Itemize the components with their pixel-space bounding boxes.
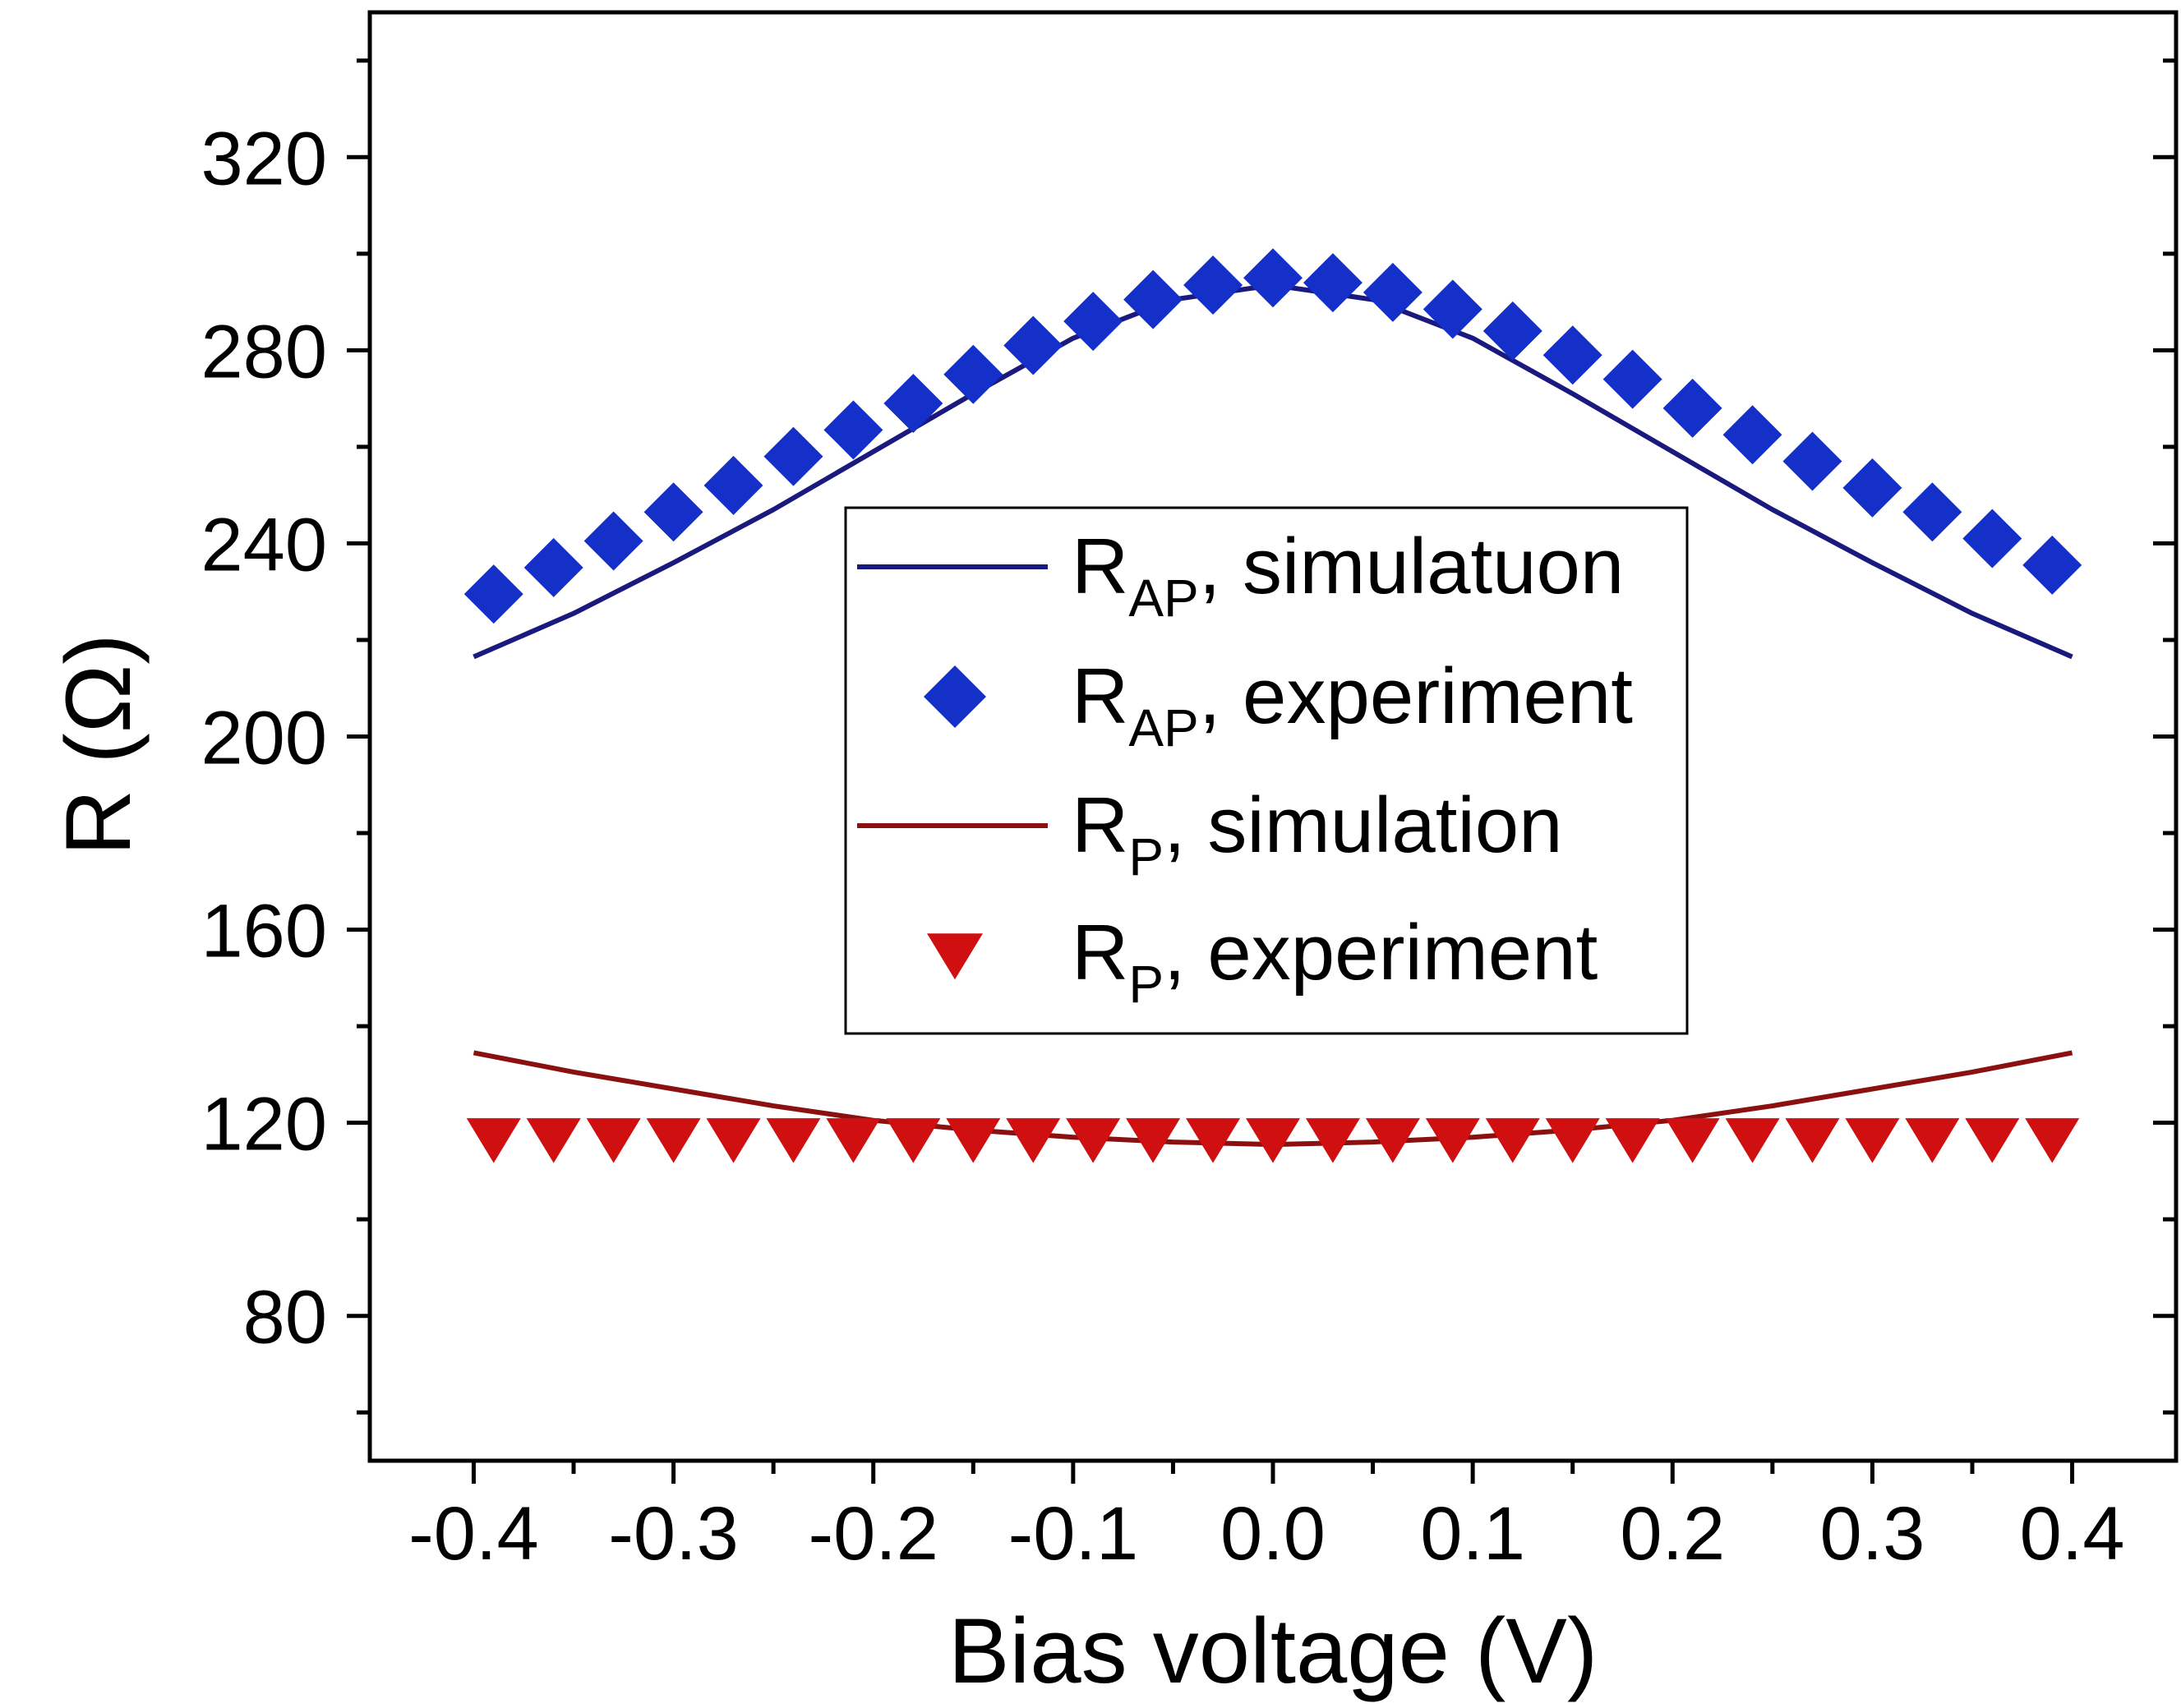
data-point	[1842, 458, 1902, 518]
data-point	[1183, 256, 1243, 315]
data-point	[646, 1118, 701, 1163]
data-point	[883, 374, 943, 434]
legend-label: RP, experiment	[1072, 909, 1598, 1014]
y-tick-label: 200	[201, 697, 328, 780]
data-point	[706, 1118, 761, 1163]
x-tick-label: -0.1	[1008, 1492, 1139, 1576]
data-point	[586, 1118, 641, 1163]
legend-marker	[927, 933, 983, 980]
x-tick-label: 0.3	[1819, 1492, 1925, 1576]
data-point	[1782, 431, 1842, 491]
data-point	[1422, 279, 1482, 339]
data-point	[1066, 1118, 1121, 1163]
data-point	[1605, 1118, 1660, 1163]
data-point	[1845, 1118, 1900, 1163]
data-point	[1425, 1118, 1480, 1163]
data-point	[943, 344, 1003, 404]
y-tick-label: 120	[201, 1083, 328, 1167]
y-axis-title: R (Ω)	[47, 633, 150, 855]
y-tick-label: 240	[201, 503, 328, 587]
plot-frame	[367, 10, 2179, 1463]
legend: RAP, simulatuon RAP, experiment RP, simula…	[844, 506, 1689, 1035]
data-point	[523, 537, 583, 597]
x-tick-label: -0.4	[408, 1492, 539, 1576]
axis-ticks	[347, 58, 2176, 1484]
data-point	[1482, 301, 1542, 361]
legend-marker	[924, 665, 986, 728]
data-point	[1365, 1118, 1420, 1163]
data-point	[766, 1118, 821, 1163]
y-tick-label: 320	[201, 117, 328, 200]
legend-label: RAP, experiment	[1072, 652, 1633, 757]
data-point	[1303, 253, 1363, 313]
data-point	[826, 1118, 881, 1163]
data-point	[1662, 378, 1722, 438]
data-point	[763, 426, 823, 486]
data-point	[643, 482, 703, 542]
data-point	[2025, 1118, 2080, 1163]
legend-label: RP, simulation	[1072, 781, 1563, 886]
x-tick-label: -0.2	[808, 1492, 938, 1576]
data-point	[1485, 1118, 1540, 1163]
data-point	[583, 511, 643, 571]
x-tick-label: 0.0	[1220, 1492, 1326, 1576]
data-point	[1186, 1118, 1241, 1163]
series-rp_exp	[466, 1118, 2080, 1163]
x-tick-label: -0.3	[608, 1492, 739, 1576]
data-point	[823, 400, 883, 460]
data-point	[1665, 1118, 1720, 1163]
data-point	[1905, 1118, 1960, 1163]
data-point	[1785, 1118, 1840, 1163]
data-point	[1003, 315, 1063, 375]
data-point	[886, 1118, 941, 1163]
plot-area	[463, 248, 2082, 1163]
y-tick-label: 80	[243, 1276, 327, 1360]
series-rap_exp	[463, 248, 2082, 624]
data-point	[1962, 509, 2022, 569]
x-axis-title: Bias voltage (V)	[948, 1600, 1598, 1702]
data-point	[1126, 1118, 1181, 1163]
data-point	[463, 564, 523, 624]
data-point	[1965, 1118, 2020, 1163]
data-point	[1542, 325, 1602, 385]
legend-box	[844, 506, 1689, 1035]
y-tick-label: 160	[201, 890, 328, 974]
data-point	[1006, 1118, 1061, 1163]
data-point	[1243, 248, 1303, 308]
legend-label: RAP, simulatuon	[1072, 523, 1624, 628]
data-point	[703, 455, 763, 515]
x-tick-label: 0.1	[1420, 1492, 1525, 1576]
data-point	[946, 1118, 1001, 1163]
tick-labels: -0.4 -0.3 -0.2 -0.1 0.0 0.1 0.2 0.3 0.4 80 120 160 2…	[201, 117, 2125, 1576]
data-point	[466, 1118, 521, 1163]
data-point	[1725, 1118, 1780, 1163]
data-point	[1063, 292, 1123, 352]
data-point	[2022, 535, 2082, 595]
data-point	[1722, 405, 1782, 465]
y-tick-label: 280	[201, 310, 328, 394]
x-tick-label: 0.4	[2020, 1492, 2125, 1576]
data-point	[1363, 262, 1422, 322]
x-tick-label: 0.2	[1620, 1492, 1725, 1576]
data-point	[1602, 349, 1662, 409]
data-point	[1305, 1118, 1360, 1163]
data-point	[1902, 482, 1962, 542]
data-point	[1123, 269, 1183, 329]
data-point	[1246, 1118, 1300, 1163]
data-point	[1545, 1118, 1600, 1163]
data-point	[526, 1118, 581, 1163]
